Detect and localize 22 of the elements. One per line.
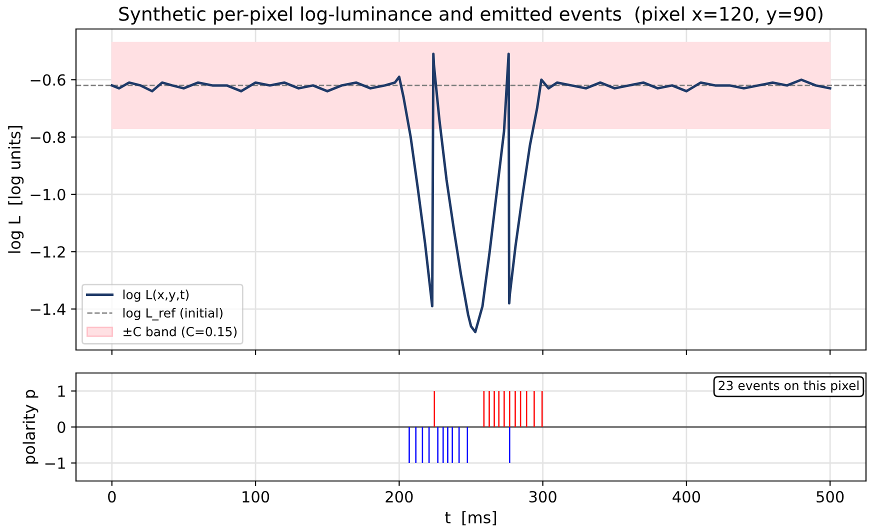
- x-tick-label: 200: [386, 490, 413, 503]
- y-tick-label: −0.8: [30, 132, 66, 144]
- y-tick-label: −1.0: [30, 188, 66, 200]
- x-tick-label: 500: [816, 490, 844, 503]
- annotation: 23 events on this pixel: [718, 380, 859, 393]
- y-tick-label: −0.6: [30, 74, 66, 86]
- y-axis-title: log L [log units]: [8, 126, 24, 253]
- chart-title: Synthetic per-pixel log-luminance and emitted events (pixel x=120, y=90): [119, 6, 822, 25]
- x-tick-label: 0: [108, 490, 116, 503]
- y-tick-label: 1: [58, 386, 65, 397]
- x-tick-label: 100: [242, 490, 270, 503]
- legend-label: log L(x,y,t): [123, 290, 189, 302]
- y-tick-label: 0: [58, 421, 66, 434]
- y-tick-label: −1.2: [30, 246, 65, 258]
- y-axis-title: polarity p: [22, 390, 38, 464]
- x-axis-title: t [ms]: [445, 511, 496, 526]
- y-tick-label: −1: [45, 458, 65, 469]
- y-tick-label: −1.4: [30, 304, 66, 315]
- x-tick-label: 400: [672, 490, 700, 503]
- legend-label: ±C band (C=0.15): [124, 326, 237, 338]
- x-tick-label: 300: [529, 490, 556, 503]
- legend-label: log L_ref (initial): [123, 308, 222, 320]
